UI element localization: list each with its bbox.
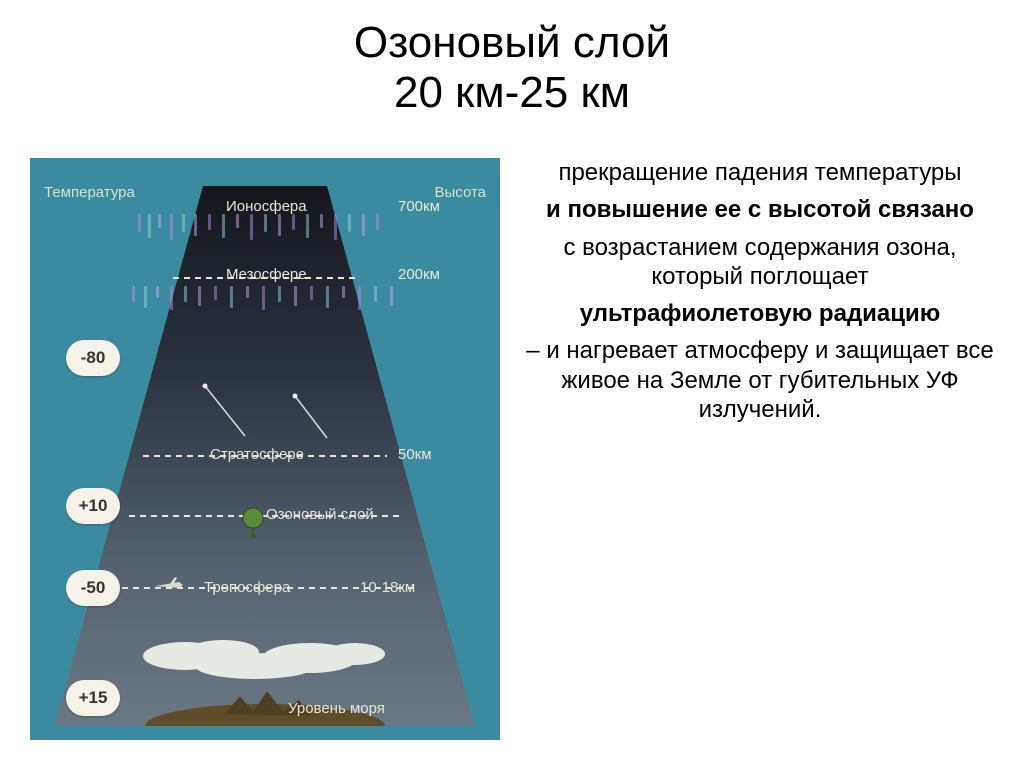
temp-plus15: +15: [66, 680, 120, 716]
layer-ozone: Озоновый слой: [266, 506, 374, 523]
mesosphere-noise: [126, 286, 406, 321]
temp-minus50: -50: [66, 570, 120, 606]
ionosphere-noise: [134, 214, 394, 249]
layer-stratosphere: Стратосфере: [210, 446, 304, 463]
atmosphere-diagram: Температура Высота: [30, 158, 500, 740]
body-p2: и повышение ее с высотой связано: [520, 195, 1000, 224]
height-200: 200км: [398, 266, 440, 283]
body-p3: с возрастанием содержания озона, который…: [520, 233, 1000, 292]
height-700: 700км: [398, 198, 440, 215]
temp-minus80: -80: [66, 340, 120, 376]
diagram-inner: Температура Высота: [30, 158, 500, 740]
layer-troposphere: Тропосфера: [204, 579, 290, 596]
layer-ionosphere: Ионосфера: [226, 198, 307, 215]
page-title: Озоновый слой 20 км-25 км: [0, 18, 1024, 118]
layer-mesosphere: Мезосфере: [226, 266, 307, 283]
height-10-18: 10-18км: [360, 579, 415, 596]
body-p1: прекращение падения температуры: [520, 158, 1000, 187]
height-50: 50км: [398, 446, 432, 463]
layer-sealevel: Уровень моря: [288, 700, 385, 717]
body-p5: – и нагревает атмосферу и защищает все ж…: [520, 336, 1000, 424]
slide: Озоновый слой 20 км-25 км Температура Вы…: [0, 0, 1024, 767]
temp-plus10: +10: [66, 488, 120, 524]
title-line1: Озоновый слой: [0, 18, 1024, 68]
body-text: прекращение падения температуры и повыше…: [520, 158, 1000, 432]
body-p4: ультрафиолетовую радиацию: [520, 299, 1000, 328]
title-line2: 20 км-25 км: [0, 68, 1024, 118]
